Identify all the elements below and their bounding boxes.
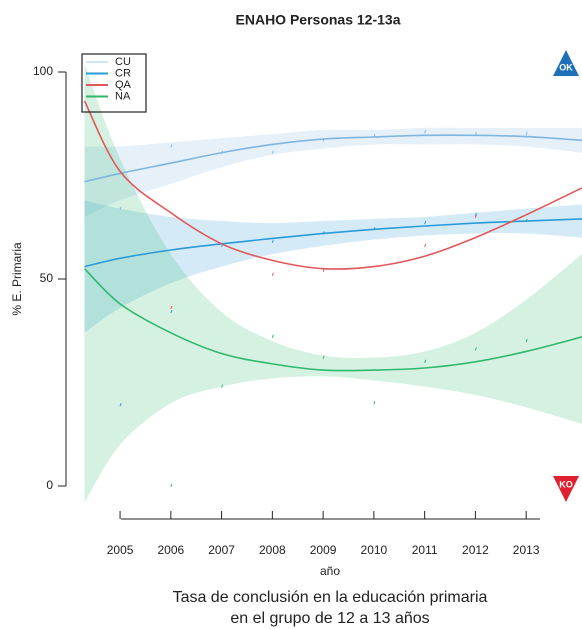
series-line: [83, 100, 582, 270]
legend-label: CU: [115, 56, 131, 68]
y-tick-label: 100: [33, 64, 53, 78]
data-point: [322, 355, 325, 359]
data-point: [271, 334, 274, 339]
ko-badge: KO: [553, 476, 579, 502]
x-tick-label: 2005: [107, 543, 134, 557]
data-point: [221, 243, 224, 248]
data-point: [373, 134, 376, 138]
data-point: [474, 131, 477, 136]
chart-title: ENAHO Personas 12-13a: [236, 12, 401, 28]
data-point: [119, 403, 122, 407]
data-point: [170, 309, 173, 314]
x-axis-label: año: [320, 564, 340, 578]
badge-label: OK: [559, 62, 573, 72]
x-tick-label: 2009: [310, 543, 337, 557]
caption: en el grupo de 12 a 13 años: [230, 610, 429, 627]
data-point: [424, 220, 427, 225]
x-tick-label: 2010: [361, 543, 388, 557]
legend-box: [81, 53, 147, 113]
confidence-band: [84, 200, 582, 333]
x-tick-label: 2008: [259, 543, 286, 557]
x-tick-label: 2013: [513, 543, 540, 557]
data-point: [170, 305, 173, 310]
data-point: [322, 268, 325, 272]
data-point: [271, 272, 274, 277]
data-point: [424, 359, 427, 363]
data-point: [373, 401, 376, 405]
data-point: [525, 338, 528, 343]
data-point: [525, 218, 528, 223]
badge-label: KO: [559, 479, 573, 489]
data-point: [474, 212, 477, 216]
x-tick-label: 2011: [412, 543, 438, 557]
data-point: [170, 144, 173, 148]
x-tick-label: 2012: [462, 543, 489, 557]
data-point: [474, 214, 477, 219]
data-point: [221, 150, 224, 154]
data-point: [424, 243, 427, 248]
confidence-band: [84, 127, 582, 217]
data-point: [474, 347, 477, 351]
x-tick-label: 2006: [157, 543, 184, 557]
data-point: [424, 129, 427, 134]
confidence-band: [84, 63, 582, 503]
legend-label: NA: [115, 90, 131, 102]
ok-badge: OK: [553, 50, 579, 76]
data-point: [271, 239, 274, 243]
data-point: [322, 138, 325, 142]
legend-label: CR: [115, 67, 131, 79]
y-tick-label: 0: [46, 478, 53, 492]
series-line: [84, 134, 582, 183]
data-point: [221, 384, 224, 388]
legend-label: QA: [115, 79, 132, 91]
data-point: [170, 483, 173, 488]
data-point: [271, 150, 274, 154]
data-point: [373, 227, 376, 231]
data-point: [322, 231, 325, 235]
data-point: [525, 131, 528, 136]
caption: Tasa de conclusión en la educación prima…: [173, 589, 488, 606]
series-line: [83, 268, 582, 372]
x-tick-label: 2007: [208, 543, 235, 557]
y-tick-label: 50: [40, 271, 54, 285]
data-point: [119, 206, 122, 210]
y-axis-label: % E. Primaria: [10, 242, 24, 316]
